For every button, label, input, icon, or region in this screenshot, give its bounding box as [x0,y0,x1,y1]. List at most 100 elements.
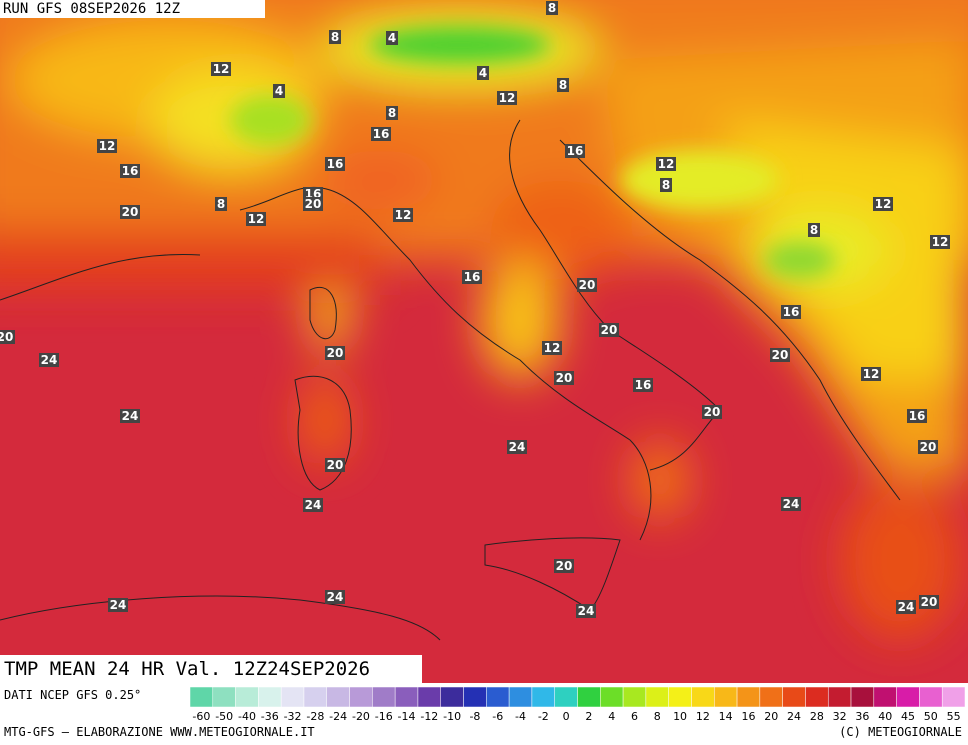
contour-label-box [781,305,801,319]
contour-label-box [599,323,619,337]
colorbar-label: 16 [741,710,755,723]
contour-label-box [554,371,574,385]
contour-label-box [507,440,527,454]
contour-label-box [808,223,820,237]
colorbar-swatch [850,686,875,708]
colorbar-swatch [919,686,943,708]
colorbar-label: 55 [947,710,961,723]
contour-label-box [120,409,140,423]
contour-label: 4 [479,66,487,80]
contour-label-box [108,598,128,612]
colorbar-swatch [440,686,464,708]
colorbar-swatch [896,686,920,708]
contour-label-box [542,341,562,355]
contour-label: 4 [275,84,283,98]
contour-label: 20 [327,346,344,360]
contour-label-box [918,440,938,454]
contour-label-box [211,62,231,76]
coastlines [0,119,901,641]
colorbar-label: -12 [420,710,438,723]
colorbar: -60 -50 -40 -36 -32 -28 -24 -20 -16 -14 -12 -10 -8 -6… [189,686,966,723]
colorbar-swatch [782,686,806,708]
contour-label-box [919,595,939,609]
colorbar-label: -28 [306,710,324,723]
contour-label-box [215,197,227,211]
contour-label-box [325,458,345,472]
colorbar-label: -6 [492,710,503,723]
contour-label-box [120,205,140,219]
colorbar-swatch [941,686,966,708]
colorbar-swatch [394,686,419,708]
colorbar-swatch [508,686,533,708]
colorbar-label: -2 [538,710,549,723]
colorbar-swatch [372,686,396,708]
colorbar-label: -40 [238,710,256,723]
contour-label-box [781,497,801,511]
contour-label: 20 [601,323,618,337]
colorbar-label: 28 [810,710,824,723]
contour-label: 24 [783,497,800,511]
contour-label-box [907,409,927,423]
contour-label: 24 [578,604,595,618]
contour-label: 12 [932,235,949,249]
contour-label-box [325,590,345,604]
colorbar-swatch [531,686,555,708]
colorbar-label: 24 [787,710,801,723]
contour-label: 12 [395,208,412,222]
contour-label: 20 [579,278,596,292]
colorbar-swatch [554,686,578,708]
contour-label-box [702,405,722,419]
contour-label: 8 [548,1,556,15]
contour-label-box [303,498,323,512]
contour-label-box [39,353,59,367]
colorbar-swatch [349,686,373,708]
colorbar-swatch [577,686,601,708]
run-label: RUN GFS 08SEP2026 12Z [0,0,265,18]
colorbar-label: 40 [878,710,892,723]
footer-right: (C) METEOGIORNALE [839,725,962,739]
contour-label: 20 [556,559,573,573]
colorbar-swatch [759,686,783,708]
colorbar-label: 20 [764,710,778,723]
contour-label-box [497,91,517,105]
contour-label-box [462,270,482,284]
contour-label-box [873,197,893,211]
colorbar-label: 12 [696,710,710,723]
temperature-map: 8 8 4 12 4 8 4 12 8 16 12 16 16 16 12 8 16 20 8 20 12 12 12 8 12… [0,0,968,683]
colorbar-label: 10 [673,710,687,723]
contour-label: 24 [110,598,127,612]
contour-label-box [273,84,285,98]
contour-label: 20 [327,458,344,472]
contour-label: 16 [122,164,139,178]
colorbar-label: -24 [329,710,347,723]
contour-label: 20 [921,595,938,609]
colorbar-swatch [326,686,350,708]
contour-label: 16 [373,127,390,141]
contour-label: 20 [920,440,937,454]
contour-label-box [0,330,15,344]
contour-label: 20 [305,197,322,211]
colorbar-label: 14 [719,710,733,723]
contour-label-box [896,600,916,614]
colorbar-swatch [463,686,487,708]
contour-label: 8 [559,78,567,92]
colorbar-swatch [622,686,647,708]
colorbar-swatch [827,686,852,708]
colorbar-swatch [486,686,510,708]
colorbar-swatch [736,686,761,708]
contour-label-box [576,604,596,618]
contour-label: 20 [704,405,721,419]
contour-label-box [660,178,672,192]
contour-label: 24 [898,600,915,614]
colorbar-label: -16 [375,710,393,723]
contour-label: 12 [213,62,230,76]
colorbar-swatch [600,686,624,708]
contour-label-box [386,31,398,45]
contour-label: 24 [509,440,526,454]
footer-left: MTG-GFS — ELABORAZIONE WWW.METEOGIORNALE… [4,725,315,739]
contour-label-box [329,30,341,44]
colorbar-label: -20 [352,710,370,723]
colorbar-label: 4 [608,710,615,723]
contour-label: 8 [810,223,818,237]
